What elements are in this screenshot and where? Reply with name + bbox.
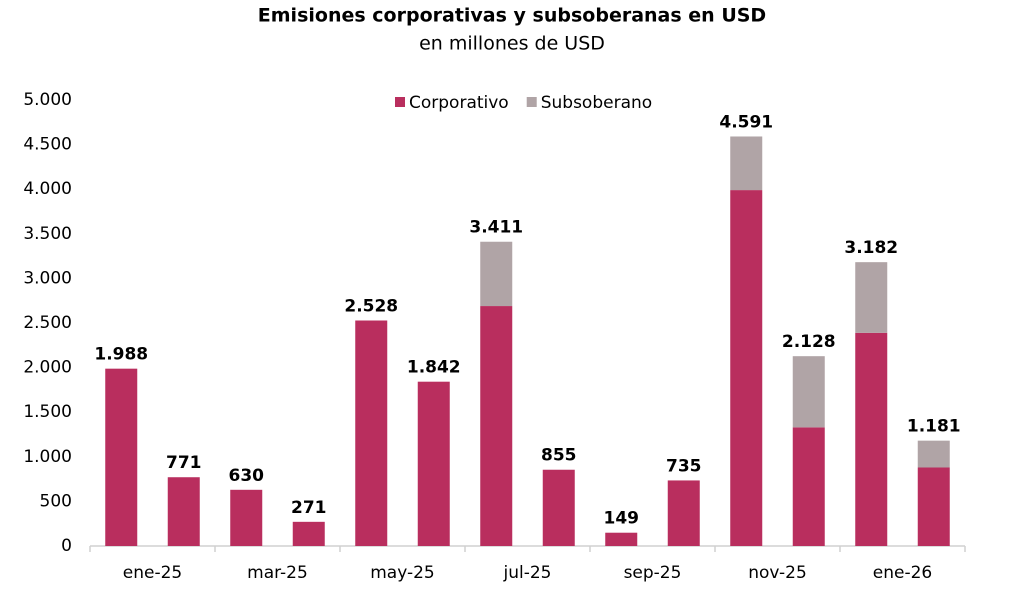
- x-tick-label: nov-25: [748, 563, 807, 583]
- legend-label: Subsoberano: [541, 93, 652, 113]
- total-label: 1.842: [407, 358, 461, 378]
- total-label: 1.988: [94, 345, 148, 365]
- chart-title: Emisiones corporativas y subsoberanas en…: [258, 5, 766, 27]
- y-tick-label: 4.000: [23, 179, 72, 199]
- bar-segment: [230, 489, 263, 546]
- total-label: 2.528: [344, 297, 398, 317]
- total-label: 149: [604, 509, 640, 529]
- bar-segment: [917, 467, 950, 546]
- legend-swatch: [526, 97, 537, 107]
- bar-segment: [730, 136, 763, 191]
- bar-segment: [730, 190, 763, 547]
- bar-segment: [917, 440, 950, 468]
- bar-segment: [292, 521, 325, 546]
- x-tick-label: jul-25: [503, 563, 552, 583]
- total-label: 3.182: [844, 238, 898, 258]
- bar-segment: [167, 477, 200, 546]
- bar-segment: [855, 262, 888, 333]
- x-tick-label: may-25: [370, 563, 435, 583]
- y-tick-label: 0: [61, 536, 72, 556]
- total-label: 4.591: [719, 112, 773, 132]
- total-label: 2.128: [782, 332, 836, 352]
- chart-subtitle: en millones de USD: [419, 33, 605, 55]
- bar-segment: [417, 381, 450, 546]
- y-tick-label: 1.500: [23, 402, 72, 422]
- total-label: 1.181: [907, 417, 961, 437]
- bar-segment: [792, 356, 825, 428]
- y-tick-label: 500: [40, 491, 72, 511]
- bar-segment: [792, 427, 825, 546]
- bar-segment: [480, 241, 513, 307]
- total-label: 630: [229, 466, 265, 486]
- bar-segment: [855, 332, 888, 546]
- x-tick-label: sep-25: [624, 563, 682, 583]
- bar-segment: [480, 306, 513, 546]
- y-tick-label: 3.000: [23, 268, 72, 288]
- y-tick-label: 1.000: [23, 447, 72, 467]
- y-tick-label: 3.500: [23, 224, 72, 244]
- x-tick-label: ene-25: [123, 563, 182, 583]
- y-tick-label: 2.000: [23, 358, 72, 378]
- bar-segment: [105, 368, 138, 546]
- bar-segment: [605, 532, 638, 546]
- total-label: 3.411: [469, 218, 523, 238]
- total-label: 271: [291, 498, 327, 518]
- legend-swatch: [395, 97, 405, 107]
- bar-segment: [667, 480, 700, 546]
- x-tick-label: mar-25: [247, 563, 308, 583]
- bar-segment: [355, 320, 388, 546]
- y-tick-label: 4.500: [23, 135, 72, 155]
- x-tick-label: ene-26: [873, 563, 932, 583]
- bar-segment: [542, 469, 575, 546]
- total-label: 771: [166, 453, 202, 473]
- y-tick-label: 5.000: [23, 90, 72, 110]
- legend-label: Corporativo: [409, 93, 509, 113]
- y-tick-label: 2.500: [23, 313, 72, 333]
- total-label: 735: [666, 456, 702, 476]
- total-label: 855: [541, 446, 577, 466]
